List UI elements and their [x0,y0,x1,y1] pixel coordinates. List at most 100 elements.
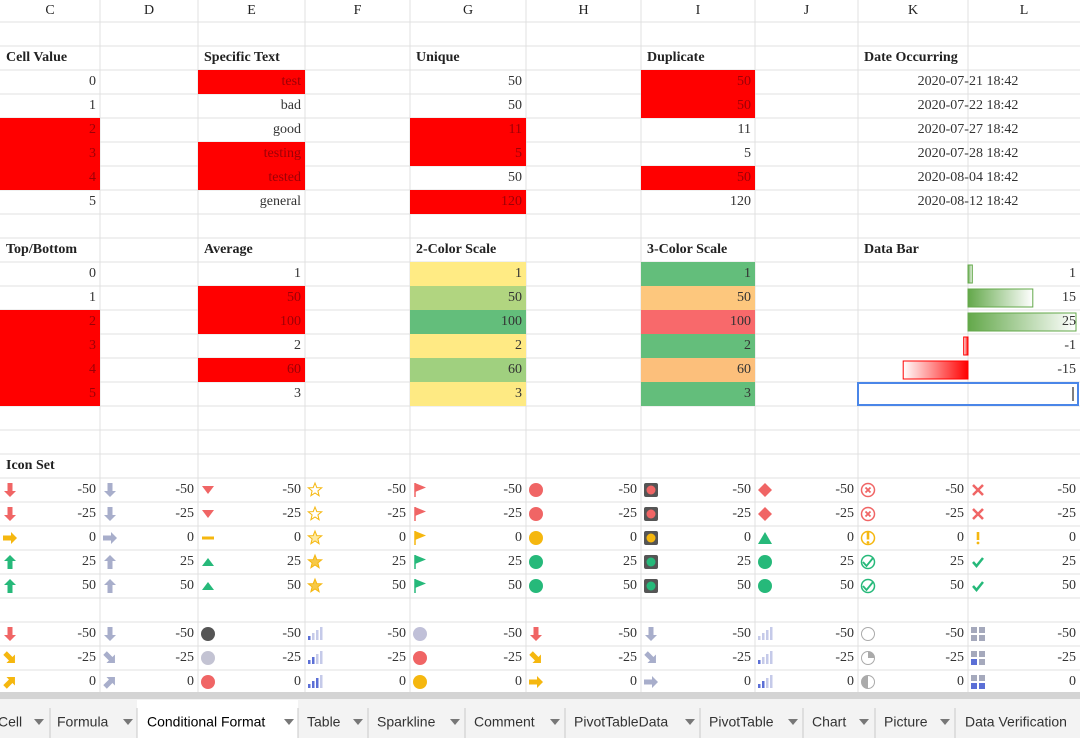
tab-dropdown[interactable] [859,719,869,725]
cell-fill [641,358,755,382]
cell-text: 25 [623,554,637,569]
cell-text: 60 [737,362,751,377]
active-tab [137,700,298,738]
cell-text: 0 [847,530,854,545]
cell-text: 5 [89,386,96,401]
tab-dropdown[interactable] [550,719,560,725]
icon [201,627,215,641]
sheet-tab[interactable]: Data Verification [965,714,1067,730]
tab-dropdown[interactable] [788,719,798,725]
icon [202,486,214,494]
sheet-tab[interactable]: Comment [474,714,535,730]
cell-text: 50 [508,290,522,305]
cell-text: 0 [89,266,96,281]
cell-text: -25 [945,506,964,521]
cell-text: -15 [1057,362,1076,377]
tab-dropdown[interactable] [284,719,294,725]
cell-text: -25 [835,506,854,521]
section-title: Icon Set [6,458,55,473]
sheet-tab[interactable]: Table [307,714,341,730]
cell-text: 0 [399,674,406,689]
icon [320,627,323,640]
icon [979,651,985,657]
sheet-tab[interactable]: PivotTable [709,714,774,730]
icon [979,659,985,665]
cell-text: -50 [1057,482,1076,497]
sheet-tab[interactable]: Chart [812,714,846,730]
sheet-tab[interactable]: Conditional Format [147,714,265,730]
icon [103,532,117,544]
cell-text: 0 [630,530,637,545]
sheet-tab[interactable]: Formula [57,714,109,730]
cell-fill [198,142,305,166]
section-title: 2-Color Scale [416,242,496,257]
icon [971,651,977,657]
sheet-tab[interactable]: PivotTableData [574,714,668,730]
icon [864,486,872,494]
icon [762,681,765,688]
cell-fill [410,286,526,310]
cell-text: -25 [282,506,301,521]
cell-text: 25 [1062,554,1076,569]
icon [770,675,773,688]
cell-text: 0 [847,674,854,689]
cell-fill [410,310,526,334]
cell-text: -50 [387,482,406,497]
column-header: G [463,3,473,18]
cell-text: 50 [180,578,194,593]
section-title: Date Occurring [864,50,958,65]
tab-dropdown[interactable] [940,719,950,725]
icon [415,531,426,540]
icon [862,557,874,568]
tab-dropdown[interactable] [685,719,695,725]
icon [860,482,876,498]
icon [766,654,769,664]
tab-dropdown[interactable] [353,719,363,725]
cell-text: 25 [840,554,854,569]
cell-text: -25 [282,650,301,665]
cell-text: 50 [287,578,301,593]
cell-fill [410,382,526,406]
column-header: I [696,3,701,18]
icon [860,578,876,594]
icon [862,581,874,592]
icon [529,651,541,663]
icon [861,627,875,641]
cell-text: 5 [744,146,751,161]
icon [758,579,772,593]
cell-text: 2020-08-04 18:42 [918,170,1019,185]
cell-text: 100 [280,314,301,329]
column-header: H [578,3,588,18]
cell-text: -25 [387,650,406,665]
icon [104,579,116,593]
icon [104,627,116,641]
cell-text: 50 [1062,578,1076,593]
icon [762,657,765,664]
cell-text: -50 [732,482,751,497]
tab-dropdown[interactable] [450,719,460,725]
cell-text: 50 [840,578,854,593]
cell-text: -25 [835,650,854,665]
column-header: E [247,3,256,18]
tab-dropdown[interactable] [123,719,133,725]
icon [766,678,769,688]
cell-text: -50 [503,626,522,641]
icon [972,484,984,496]
cell-text: 50 [950,578,964,593]
icon [3,532,17,544]
cell-text: 15 [1062,290,1076,305]
cell-text: 0 [957,674,964,689]
icon [306,577,324,593]
section-title: 3-Color Scale [647,242,727,257]
cell-text: 5 [515,146,522,161]
data-bar [967,264,973,284]
cell-fill [410,262,526,286]
sheet-tab[interactable]: Sparkline [377,714,436,730]
column-header: L [1020,3,1029,18]
tab-dropdown[interactable] [34,719,44,725]
sheet-tab[interactable]: Cell [0,714,22,730]
sheet-tab[interactable]: Picture [884,714,928,730]
cell-fill [198,310,305,334]
icon [646,485,656,495]
